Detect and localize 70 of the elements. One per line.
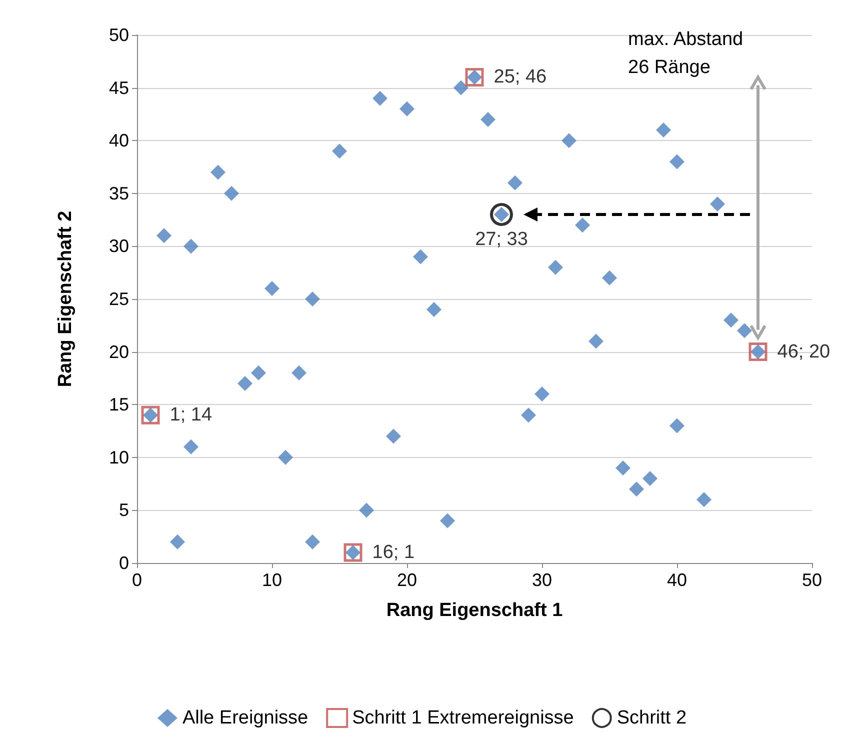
point: [670, 418, 684, 434]
data-label: 16; 1: [372, 542, 415, 563]
y-tick-label: 30: [108, 236, 129, 256]
legend-label: Schritt 1 Extremereignisse: [352, 708, 574, 728]
point: [454, 80, 468, 96]
point: [332, 144, 347, 159]
point: [602, 270, 617, 286]
y-tick-label: 45: [108, 78, 129, 98]
y-tick-label: 50: [108, 25, 129, 45]
point: [184, 439, 198, 454]
point: [737, 323, 752, 338]
point: [548, 260, 563, 275]
point: [575, 218, 590, 233]
point: [359, 502, 374, 518]
point: [562, 133, 576, 148]
data-label: 25; 46: [494, 66, 547, 88]
point: [426, 302, 442, 318]
point: [440, 513, 455, 528]
point: [372, 90, 388, 106]
legend-label: Alle Ereignisse: [182, 708, 308, 728]
x-tick-label: 50: [802, 570, 822, 590]
point: [156, 228, 172, 244]
point: [656, 122, 671, 138]
point: [184, 238, 198, 254]
y-tick-label: 35: [108, 183, 129, 204]
y-axis-title: Rang Eigenschaft 2: [55, 210, 76, 388]
point: [534, 386, 550, 402]
point: [413, 249, 428, 264]
x-tick-label: 40: [666, 570, 688, 590]
point: [278, 450, 293, 465]
point: [724, 312, 738, 328]
x-tick-label: 10: [262, 570, 282, 590]
y-tick-label: 15: [108, 394, 129, 415]
x-tick-label: 0: [132, 570, 142, 590]
point: [616, 460, 630, 476]
y-tick-label: 40: [108, 130, 129, 151]
point: [508, 175, 522, 190]
point: [480, 112, 496, 127]
point: [264, 280, 280, 296]
y-tick-label: 0: [118, 553, 129, 573]
data-label: 27; 33: [475, 229, 528, 250]
point: [696, 492, 712, 508]
point: [251, 365, 266, 380]
data-label: 1; 14: [170, 404, 212, 426]
point: [224, 186, 239, 201]
legend-label: Schritt 2: [616, 708, 687, 728]
point: [670, 154, 684, 170]
data-label: 46; 20: [777, 341, 830, 362]
point: [400, 101, 414, 116]
point: [238, 376, 252, 391]
y-tick-label: 20: [108, 342, 129, 362]
x-tick-label: 30: [532, 570, 552, 590]
point: [305, 534, 320, 550]
point: [642, 471, 658, 486]
y-tick-label: 25: [108, 289, 129, 309]
point: [490, 203, 513, 226]
point: [521, 408, 536, 423]
y-tick-label: 5: [118, 500, 129, 520]
point: [629, 482, 644, 497]
point: [305, 292, 320, 306]
y-tick-label: 10: [108, 447, 129, 468]
x-axis-title: Rang Eigenschaft 1: [386, 600, 564, 621]
point: [292, 365, 306, 380]
point: [710, 196, 725, 212]
x-tick-label: 20: [396, 570, 418, 590]
point: [386, 428, 401, 444]
annotation: max. Abstand 26 Ränge: [628, 29, 744, 78]
point: [170, 534, 185, 550]
point: [588, 334, 604, 349]
point: [210, 164, 226, 180]
